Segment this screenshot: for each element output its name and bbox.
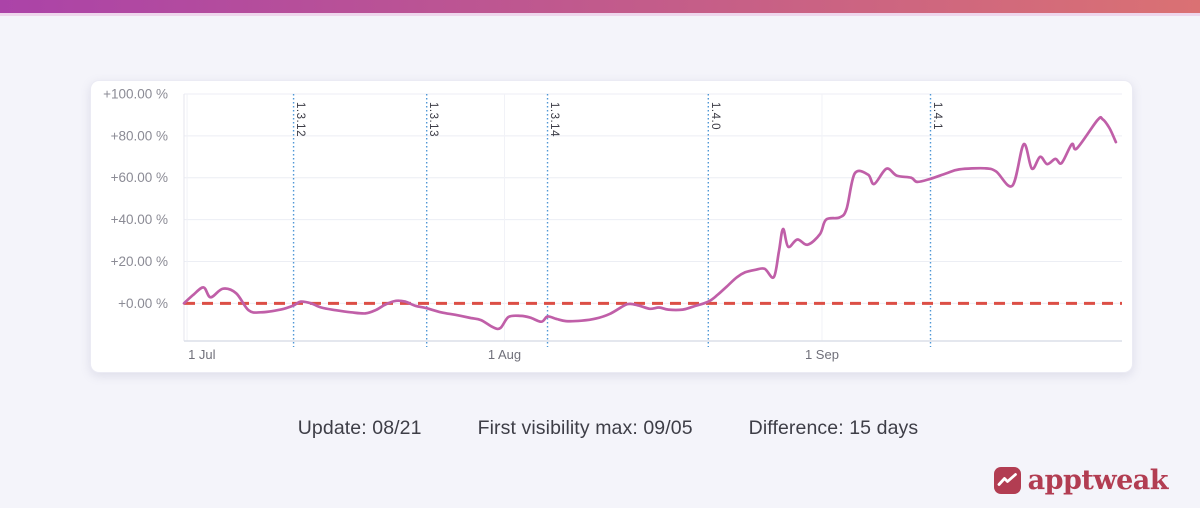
- top-gradient-bar: [0, 0, 1200, 16]
- version-marker-label: 1.3.13: [427, 102, 439, 137]
- y-axis-tick-label: +60.00 %: [111, 170, 168, 185]
- stat-first-visibility-max: First visibility max: 09/05: [477, 417, 693, 439]
- version-marker-label: 1.4.1: [931, 102, 943, 130]
- apptweak-logo[interactable]: apptweak: [993, 465, 1169, 496]
- stat-difference: Difference: 15 days: [748, 417, 919, 439]
- apptweak-logo-badge: [993, 467, 1021, 494]
- version-marker-label: 1.4.0: [709, 102, 721, 130]
- visibility-series-line: [182, 115, 1118, 331]
- stats-row: Update: 08/21 First visibility max: 09/0…: [8, 417, 1200, 440]
- y-axis-tick-label: +40.00 %: [111, 212, 168, 227]
- apptweak-wordmark: apptweak: [1027, 465, 1169, 496]
- y-axis-tick-label: +80.00 %: [111, 128, 168, 143]
- y-axis-tick-label: +20.00 %: [111, 254, 168, 269]
- x-axis-tick-label: 1 Jul: [188, 347, 216, 362]
- stat-update: Update: 08/21: [297, 417, 422, 439]
- version-marker-label: 1.3.14: [548, 102, 560, 137]
- chart-card: +100.00 % +80.00 % +60.00 % +40.00 % +20.00 …: [90, 80, 1133, 373]
- version-marker-label: 1.3.12: [294, 102, 306, 137]
- y-axis-tick-label: +0.00 %: [118, 296, 168, 311]
- visibility-line-chart: +100.00 % +80.00 % +60.00 % +40.00 % +20.00 …: [103, 87, 1122, 362]
- x-axis-tick-label: 1 Sep: [805, 347, 839, 362]
- x-axis-tick-label: 1 Aug: [488, 347, 521, 362]
- trend-zigzag-icon: [997, 473, 1017, 486]
- y-axis-tick-label: +100.00 %: [103, 87, 168, 102]
